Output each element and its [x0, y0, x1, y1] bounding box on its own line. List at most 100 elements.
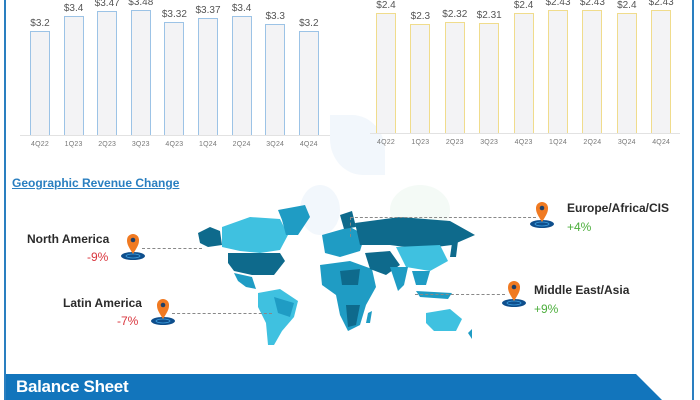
bar-value-label: $2.3 — [410, 10, 431, 22]
bar-value-label: $3.2 — [299, 18, 319, 30]
region-name-middle-east-asia: Middle East/Asia — [534, 283, 630, 297]
bar-value-label: $3.4 — [63, 3, 84, 15]
bar-value-label: $3.48 — [128, 0, 154, 8]
map-usa — [228, 253, 285, 275]
bar-category-label: 4Q22 — [377, 139, 395, 146]
chart-baseline — [370, 133, 680, 134]
bar — [265, 23, 286, 135]
bar — [30, 31, 50, 135]
location-pin-icon — [530, 202, 554, 228]
revenue-bar-chart-left: $3.2 4Q22 $3.4 1Q23 $3.47 2Q23 $3.48 3Q23 $3.32 4… — [20, 0, 330, 160]
bar-value-label: $3.37 — [195, 5, 221, 17]
region-name-latin-america: Latin America — [63, 296, 142, 310]
map-canada — [222, 217, 288, 253]
map-russia — [355, 217, 475, 249]
map-japan — [450, 241, 458, 257]
region-name-europe-africa-cis: Europe/Africa/CIS — [567, 201, 670, 215]
bar-value-label: $2.43 — [545, 0, 571, 8]
map-south-america — [258, 289, 298, 345]
bar-category-label: 2Q24 — [583, 139, 602, 146]
world-map — [198, 205, 475, 345]
chart-baseline — [20, 135, 330, 136]
region-change-north-america: -9% — [87, 250, 109, 264]
map-scandinavia — [340, 211, 356, 229]
region-change-latin-america: -7% — [117, 314, 139, 328]
bar-value-label: $3.47 — [94, 0, 120, 9]
map-australia — [426, 309, 462, 331]
bar-category-label: 3Q23 — [131, 141, 150, 148]
map-india — [390, 267, 408, 291]
geographic-revenue-title[interactable]: Geographic Revenue Change — [12, 176, 180, 190]
bar — [513, 13, 534, 133]
bar-category-label: 3Q23 — [480, 139, 499, 146]
bar-value-label: $3.3 — [265, 10, 285, 22]
region-name-north-america: North America — [27, 232, 110, 246]
bar-category-label: 4Q23 — [514, 139, 533, 146]
map-madagascar — [366, 311, 372, 323]
left-frame-border — [4, 0, 6, 400]
right-frame-border — [692, 0, 694, 400]
bar-value-label: $2.4 — [617, 0, 637, 12]
revenue-bar-chart-right: $2.4 4Q22 $2.3 1Q23 $2.32 2Q23 $2.31 3Q23 $2.4 4Q… — [370, 0, 680, 160]
map-europe — [322, 227, 365, 257]
map-alaska — [198, 227, 222, 247]
bar — [231, 16, 252, 135]
bar-value-label: $2.43 — [579, 0, 605, 8]
bar — [444, 21, 465, 133]
bar — [63, 16, 84, 135]
bar-value-label: $3.32 — [161, 9, 187, 21]
bar — [376, 13, 396, 133]
bar — [97, 10, 118, 135]
bar-value-label: $2.4 — [376, 0, 396, 12]
bar-value-label: $2.31 — [476, 9, 502, 21]
bar-category-label: 2Q24 — [232, 141, 251, 148]
map-se-asia — [412, 271, 430, 285]
map-brazil-region — [274, 297, 294, 317]
map-africa — [320, 261, 376, 331]
connector-europe-vertical — [350, 217, 351, 237]
bar — [548, 10, 568, 133]
bar-value-label: $2.32 — [442, 8, 468, 20]
connector-north-america — [142, 248, 202, 249]
bar-category-label: 4Q24 — [652, 139, 671, 146]
bar-category-label: 1Q24 — [549, 139, 567, 146]
bar-category-label: 4Q23 — [165, 141, 184, 148]
connector-middle-east — [415, 294, 505, 295]
bar — [582, 10, 603, 133]
bar — [616, 13, 637, 133]
map-indonesia — [416, 291, 452, 299]
balance-sheet-title: Balance Sheet — [16, 377, 129, 396]
bar — [410, 23, 431, 133]
region-change-europe-africa-cis: +4% — [567, 220, 592, 234]
bar-category-label: 4Q22 — [31, 141, 49, 148]
bar-category-label: 3Q24 — [617, 139, 636, 146]
bar-category-label: 1Q23 — [411, 139, 430, 146]
connector-latin-america — [172, 313, 272, 314]
bar-value-label: $2.4 — [513, 0, 534, 12]
bar-value-label: $2.43 — [648, 0, 674, 8]
map-new-zealand — [468, 329, 472, 339]
bar-category-label: 1Q23 — [64, 141, 83, 148]
bar-category-label: 2Q23 — [98, 141, 117, 148]
map-china — [396, 245, 448, 271]
bar — [651, 10, 672, 133]
bar-category-label: 3Q24 — [266, 141, 285, 148]
location-pin-icon — [151, 299, 175, 325]
map-greenland — [278, 205, 310, 235]
bar-category-label: 1Q24 — [199, 141, 217, 148]
bar — [130, 10, 151, 135]
bar-category-label: 2Q23 — [445, 139, 464, 146]
map-africa-dark — [340, 269, 360, 285]
map-mexico — [234, 273, 256, 289]
region-change-middle-east-asia: +9% — [534, 302, 559, 316]
bar — [298, 31, 319, 135]
bar-value-label: $3.2 — [30, 18, 50, 30]
balance-sheet-banner: Balance Sheet — [6, 374, 662, 400]
location-pin-icon — [502, 281, 526, 307]
connector-europe — [350, 217, 536, 218]
bar-category-label: 4Q24 — [299, 141, 318, 148]
bar — [164, 22, 185, 135]
bar — [198, 18, 218, 135]
map-africa-south — [346, 305, 360, 327]
bar-value-label: $3.4 — [231, 3, 252, 15]
